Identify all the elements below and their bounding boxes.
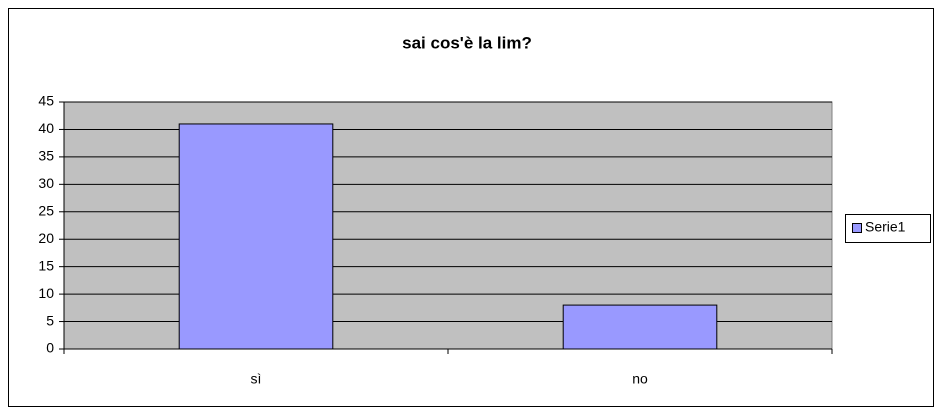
y-tick-label: 20 xyxy=(38,230,54,246)
x-tick-label: no xyxy=(632,371,648,387)
legend-box xyxy=(845,214,931,243)
y-tick-label: 40 xyxy=(38,120,54,136)
x-tick-label: sì xyxy=(251,371,262,387)
y-tick-label: 35 xyxy=(38,148,54,164)
legend-label: Serie1 xyxy=(865,219,906,235)
legend-swatch xyxy=(852,223,862,233)
y-tick-label: 45 xyxy=(38,93,54,109)
y-tick-label: 0 xyxy=(46,340,54,356)
y-tick-label: 25 xyxy=(38,202,54,218)
y-tick-label: 30 xyxy=(38,175,54,191)
y-tick-label: 5 xyxy=(46,312,54,328)
y-tick-label: 15 xyxy=(38,257,54,273)
bar xyxy=(562,304,718,350)
bar xyxy=(178,123,334,350)
y-tick-label: 10 xyxy=(38,285,54,301)
chart-title: sai cos'è la lim? xyxy=(402,33,532,52)
